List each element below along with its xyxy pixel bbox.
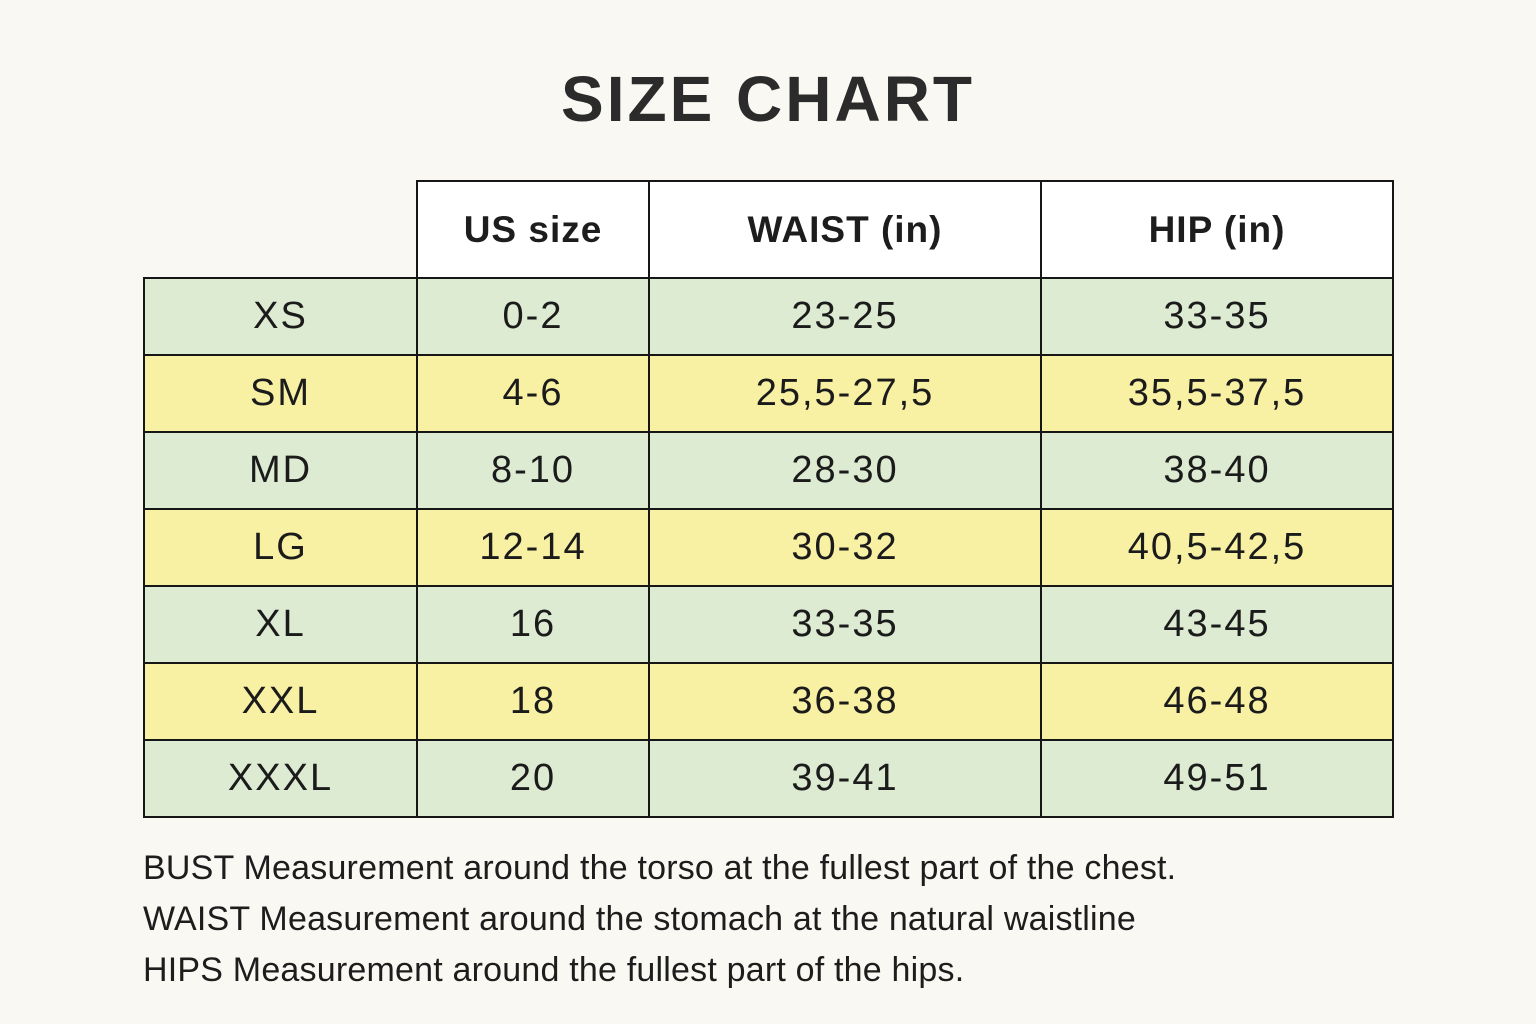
corner-blank-cell [144,181,417,278]
note-waist: WAIST Measurement around the stomach at … [143,900,1137,938]
cell-waist: 28-30 [648,431,1042,510]
cell-us-size: 20 [416,739,650,818]
cell-size-label: MD [143,431,418,510]
cell-waist: 25,5-27,5 [648,354,1042,433]
cell-hip: 49-51 [1040,739,1394,818]
note-bust: BUST Measurement around the torso at the… [143,849,1177,887]
cell-size-label: XXXL [143,739,418,818]
cell-size-label: SM [143,354,418,433]
cell-waist: 23-25 [648,277,1042,356]
cell-waist: 39-41 [648,739,1042,818]
cell-hip: 43-45 [1040,585,1394,664]
size-row-xxxl: XXXL 20 39-41 49-51 [143,739,1394,818]
header-row: US size WAIST (in) HIP (in) [144,180,1394,279]
cell-size-label: XL [143,585,418,664]
note-hips: HIPS Measurement around the fullest part… [143,951,965,989]
cell-us-size: 18 [416,662,650,741]
size-row-xxl: XXL 18 36-38 46-48 [143,662,1394,741]
cell-size-label: XS [143,277,418,356]
size-row-md: MD 8-10 28-30 38-40 [143,431,1394,510]
column-header-waist: WAIST (in) [648,180,1042,279]
cell-us-size: 12-14 [416,508,650,587]
size-row-sm: SM 4-6 25,5-27,5 35,5-37,5 [143,354,1394,433]
cell-hip: 46-48 [1040,662,1394,741]
size-row-lg: LG 12-14 30-32 40,5-42,5 [143,508,1394,587]
column-header-hip: HIP (in) [1040,180,1394,279]
cell-us-size: 16 [416,585,650,664]
cell-us-size: 0-2 [416,277,650,356]
page-title: SIZE CHART [561,63,975,135]
cell-us-size: 4-6 [416,354,650,433]
cell-hip: 40,5-42,5 [1040,508,1394,587]
cell-waist: 33-35 [648,585,1042,664]
measurement-notes: BUST Measurement around the torso at the… [143,843,1443,996]
cell-waist: 36-38 [648,662,1042,741]
cell-hip: 38-40 [1040,431,1394,510]
cell-hip: 35,5-37,5 [1040,354,1394,433]
size-row-xs: XS 0-2 23-25 33-35 [143,277,1394,356]
cell-waist: 30-32 [648,508,1042,587]
column-header-us-size: US size [416,180,650,279]
size-chart-table: US size WAIST (in) HIP (in) XS 0-2 23-25… [143,180,1394,818]
cell-size-label: XXL [143,662,418,741]
cell-hip: 33-35 [1040,277,1394,356]
size-row-xl: XL 16 33-35 43-45 [143,585,1394,664]
cell-size-label: LG [143,508,418,587]
cell-us-size: 8-10 [416,431,650,510]
